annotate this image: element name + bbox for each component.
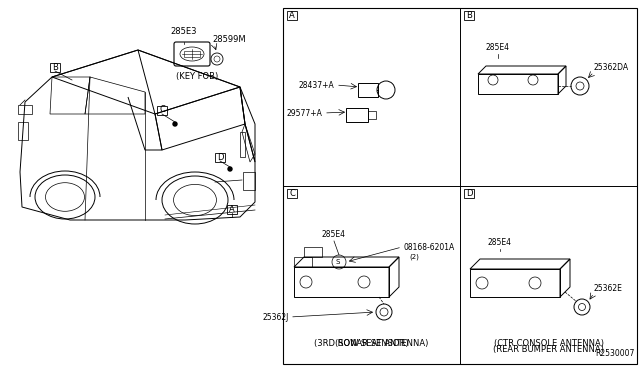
Text: (CTR CONSOLE ANTENNA): (CTR CONSOLE ANTENNA) [493, 339, 604, 348]
Bar [18, 122, 28, 140]
Circle shape [173, 122, 177, 126]
Bar [470, 269, 560, 297]
Text: 285E3: 285E3 [171, 27, 197, 36]
Text: R2530007: R2530007 [596, 349, 635, 358]
Text: 28437+A: 28437+A [298, 80, 334, 90]
Bar [227, 205, 237, 214]
Bar [18, 105, 32, 114]
Text: 25362DA: 25362DA [594, 63, 629, 72]
Circle shape [228, 167, 232, 171]
Text: 29577+A: 29577+A [286, 109, 322, 118]
Text: D: D [217, 153, 223, 161]
Bar [304, 247, 322, 257]
Bar [346, 108, 368, 122]
Text: 08168-6201A: 08168-6201A [404, 243, 455, 251]
Bar [464, 10, 474, 19]
Text: 285E4: 285E4 [322, 230, 346, 239]
Text: 25362E: 25362E [594, 284, 623, 293]
Bar [287, 10, 297, 19]
Text: A: A [289, 10, 295, 19]
Text: 28599M: 28599M [212, 35, 246, 44]
Text: 285E4: 285E4 [488, 238, 512, 247]
Text: B: B [52, 62, 58, 71]
Text: D: D [466, 189, 472, 198]
Bar [287, 189, 297, 198]
Bar [240, 132, 245, 157]
Text: (SONAR SENSOR): (SONAR SENSOR) [335, 339, 408, 348]
Bar [283, 8, 637, 364]
Bar [184, 51, 200, 57]
Bar [50, 62, 60, 71]
Text: S: S [336, 259, 340, 265]
Text: C: C [289, 189, 295, 198]
Bar [358, 83, 378, 97]
Bar [215, 153, 225, 161]
Text: (REAR BUMPER ANTENNA): (REAR BUMPER ANTENNA) [493, 345, 604, 354]
Bar [243, 172, 255, 190]
Bar [464, 189, 474, 198]
Bar [294, 257, 312, 267]
Bar [368, 111, 376, 119]
Text: 25362J: 25362J [262, 312, 289, 321]
Bar [294, 267, 389, 297]
Bar [157, 106, 167, 115]
Text: (KEY FOB): (KEY FOB) [176, 72, 218, 81]
Text: (2): (2) [409, 254, 419, 260]
Text: (3RD ROW SEAT ANTENNA): (3RD ROW SEAT ANTENNA) [314, 339, 429, 348]
Text: B: B [466, 10, 472, 19]
Text: A: A [229, 205, 235, 214]
Text: 285E4: 285E4 [486, 43, 510, 52]
Text: C: C [159, 106, 165, 115]
